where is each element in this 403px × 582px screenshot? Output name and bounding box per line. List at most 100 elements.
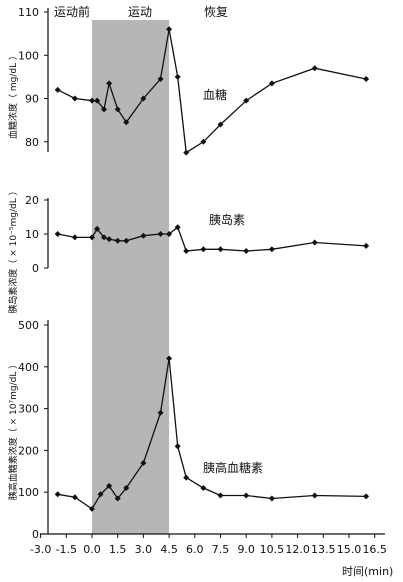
- exercise-band: [92, 20, 170, 534]
- data-point: [217, 492, 224, 499]
- data-point: [243, 492, 250, 499]
- data-point: [123, 485, 130, 492]
- data-point: [183, 149, 190, 156]
- data-point: [89, 234, 95, 241]
- data-point: [157, 409, 164, 416]
- data-point: [174, 224, 181, 231]
- data-point: [174, 73, 181, 80]
- x-tick-label: 10.5: [260, 543, 285, 556]
- y-tick-label: 0: [32, 262, 39, 275]
- data-point: [106, 80, 113, 87]
- data-point: [89, 505, 95, 512]
- data-point: [100, 106, 107, 113]
- y-tick-label: 0: [32, 528, 39, 541]
- data-point: [140, 232, 147, 239]
- data-point: [217, 246, 224, 253]
- data-point: [243, 248, 250, 254]
- panel-glucagon: 胰高血糖素 胰高血糖素浓度（ × 10⁷mg/dL ） 0 100 200 300 40…: [7, 319, 370, 541]
- data-point: [268, 246, 275, 253]
- series-label: 胰岛素: [209, 212, 245, 227]
- data-point: [97, 491, 104, 498]
- y-tick-label: 300: [18, 403, 39, 416]
- data-point: [94, 225, 101, 232]
- y-axis-label: 胰高血糖素浓度（ × 10⁷mg/dL ）: [7, 360, 19, 500]
- y-tick-label: 110: [18, 6, 39, 19]
- y-tick-label: 100: [18, 49, 39, 62]
- y-tick-label: 90: [25, 93, 39, 106]
- data-point: [106, 236, 113, 243]
- data-point: [94, 97, 101, 104]
- series-label: 胰高血糖素: [203, 460, 263, 475]
- x-tick-label: 13.5: [311, 543, 336, 556]
- data-point: [140, 95, 147, 102]
- phase-label-exercise: 运动: [128, 5, 152, 19]
- x-axis-label: 时间(min): [342, 565, 393, 578]
- y-tick-label: 80: [25, 136, 39, 149]
- data-point: [174, 443, 181, 450]
- data-point: [123, 119, 130, 126]
- data-point: [200, 138, 207, 145]
- data-point: [363, 76, 370, 83]
- data-point: [183, 474, 190, 481]
- x-tick-label: 16.5: [362, 543, 387, 556]
- phase-label-pre: 运动前: [54, 4, 90, 19]
- y-tick-label: 20: [25, 194, 39, 207]
- data-point: [166, 26, 173, 33]
- series-line: [57, 358, 367, 510]
- y-tick-label: 400: [18, 361, 39, 374]
- data-point: [217, 121, 224, 128]
- y-tick-label: 10: [25, 228, 39, 241]
- y-axis-label: 胰岛素浓度（ × 10⁻⁵mg/dL ）: [7, 186, 19, 313]
- data-point: [183, 248, 190, 254]
- data-point: [200, 485, 207, 492]
- data-point: [268, 495, 275, 502]
- data-point: [311, 65, 318, 72]
- panel-blood-glucose: 血糖 血糖浓度（ mg/dL ） 80 90 100 110: [7, 6, 370, 156]
- data-point: [123, 237, 130, 244]
- data-point: [114, 106, 121, 113]
- data-point: [157, 76, 164, 83]
- data-point: [71, 95, 78, 102]
- x-tick-label: 15.0: [337, 543, 362, 556]
- x-tick-label: 7.5: [212, 543, 230, 556]
- y-axis-label: 血糖浓度（ mg/dL ）: [7, 51, 19, 139]
- x-tick-label: 0.0: [83, 543, 101, 556]
- data-point: [100, 234, 107, 241]
- panel-insulin: 胰岛素 胰岛素浓度（ × 10⁻⁵mg/dL ） 0 10 20: [7, 186, 370, 314]
- data-point: [363, 493, 370, 500]
- x-axis: 时间(min) -3.0 -1.5 0.0 1.5 3.0 4.5 6.0 7.5 9.0 10.…: [30, 533, 393, 578]
- data-point: [54, 491, 61, 498]
- data-point: [363, 242, 370, 249]
- data-point: [71, 234, 78, 241]
- x-tick-label: 1.5: [109, 543, 127, 556]
- data-point: [166, 231, 173, 237]
- x-tick-label: -1.5: [56, 543, 77, 556]
- x-tick-label: 4.5: [160, 543, 178, 556]
- data-point: [157, 231, 164, 237]
- x-tick-label: 3.0: [135, 543, 153, 556]
- data-point: [114, 237, 121, 244]
- data-point: [106, 482, 113, 489]
- data-point: [71, 494, 78, 501]
- data-point: [54, 231, 61, 237]
- y-tick-label: 500: [18, 319, 39, 332]
- x-tick-label: 9.0: [237, 543, 255, 556]
- data-point: [268, 80, 275, 87]
- data-point: [311, 239, 318, 246]
- data-point: [114, 495, 121, 502]
- data-point: [243, 97, 250, 104]
- data-point: [200, 246, 207, 253]
- data-point: [54, 86, 61, 93]
- series-label: 血糖: [203, 87, 227, 102]
- phase-label-recovery: 恢复: [204, 5, 228, 19]
- data-point: [311, 492, 318, 499]
- x-tick-label: 12.0: [285, 543, 310, 556]
- y-tick-label: 100: [18, 486, 39, 499]
- data-point: [140, 459, 147, 466]
- x-tick-label: -3.0: [30, 543, 51, 556]
- y-tick-label: 200: [18, 444, 39, 457]
- data-point: [166, 355, 173, 362]
- x-tick-label: 6.0: [186, 543, 204, 556]
